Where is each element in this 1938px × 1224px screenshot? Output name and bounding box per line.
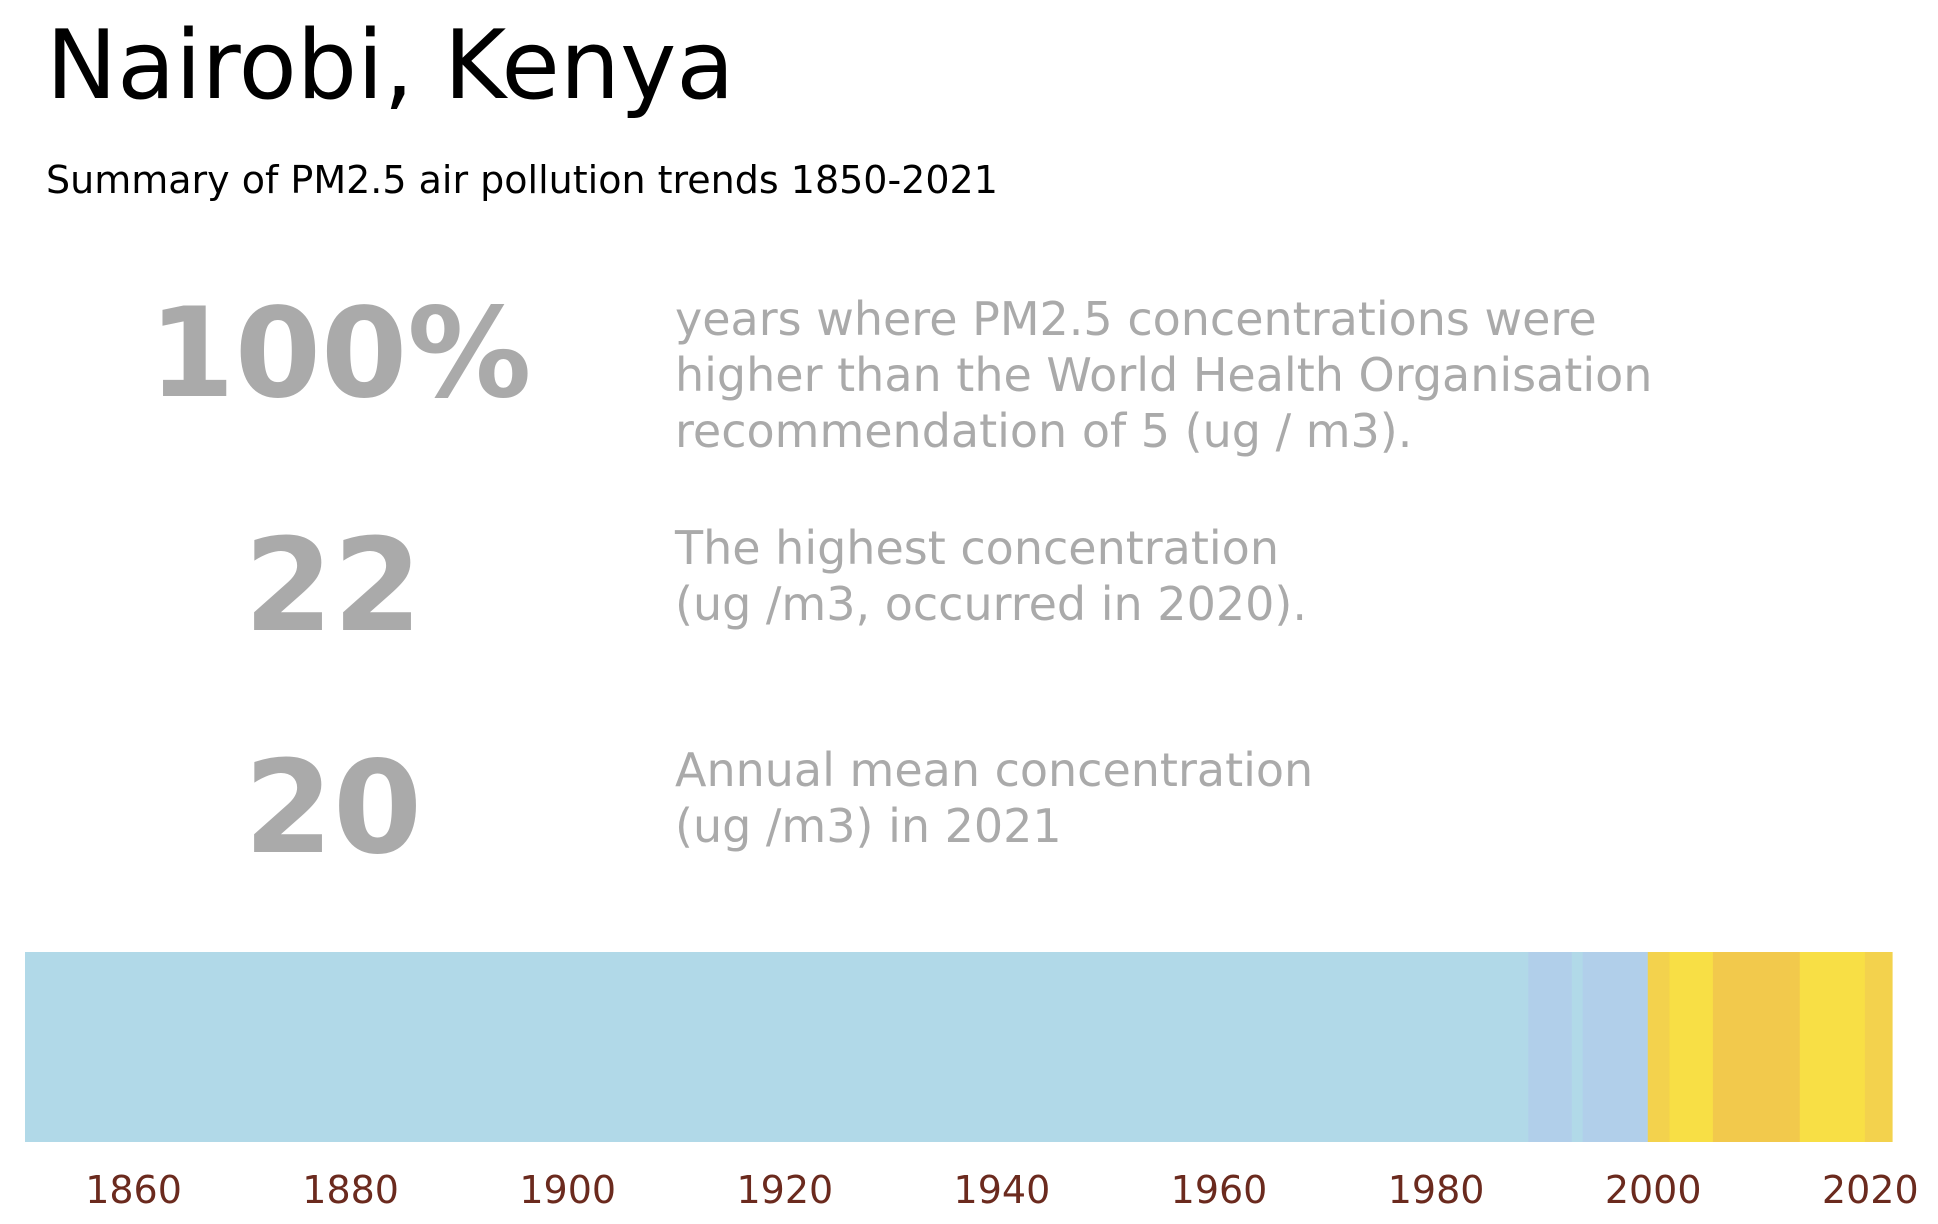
stripe-segment: [1572, 952, 1583, 1142]
stripe-segment: [25, 952, 1529, 1142]
x-tick-label: 1860: [85, 1168, 182, 1212]
x-tick-label: 2020: [1822, 1168, 1919, 1212]
x-tick-label: 1940: [954, 1168, 1051, 1212]
x-tick-label: 1960: [1171, 1168, 1268, 1212]
stripe-segment: [1648, 952, 1670, 1142]
stripe-segment: [1865, 952, 1893, 1142]
x-tick-label: 1920: [736, 1168, 833, 1212]
stripe-segment: [1528, 952, 1572, 1142]
stripe-segment: [1583, 952, 1649, 1142]
x-tick-label: 2000: [1605, 1168, 1702, 1212]
stripe-segment: [1713, 952, 1800, 1142]
stripe-segment: [1669, 952, 1713, 1142]
x-tick-label: 1900: [519, 1168, 616, 1212]
x-tick-label: 1880: [302, 1168, 399, 1212]
stripe-segment: [1800, 952, 1866, 1142]
x-tick-label: 1980: [1388, 1168, 1485, 1212]
